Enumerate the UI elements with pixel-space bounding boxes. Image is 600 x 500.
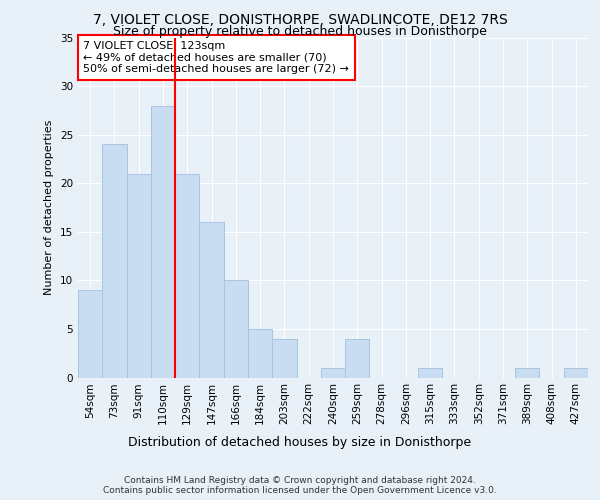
- Bar: [102, 144, 127, 378]
- Bar: [199, 222, 224, 378]
- Bar: [564, 368, 588, 378]
- Bar: [248, 329, 272, 378]
- Bar: [127, 174, 151, 378]
- Text: Size of property relative to detached houses in Donisthorpe: Size of property relative to detached ho…: [113, 25, 487, 38]
- Text: Distribution of detached houses by size in Donisthorpe: Distribution of detached houses by size …: [128, 436, 472, 449]
- Bar: [78, 290, 102, 378]
- Text: 7 VIOLET CLOSE: 123sqm
← 49% of detached houses are smaller (70)
50% of semi-det: 7 VIOLET CLOSE: 123sqm ← 49% of detached…: [83, 41, 349, 74]
- Bar: [272, 338, 296, 378]
- Bar: [321, 368, 345, 378]
- Bar: [515, 368, 539, 378]
- Y-axis label: Number of detached properties: Number of detached properties: [44, 120, 55, 295]
- Bar: [418, 368, 442, 378]
- Text: Contains HM Land Registry data © Crown copyright and database right 2024.
Contai: Contains HM Land Registry data © Crown c…: [103, 476, 497, 495]
- Bar: [345, 338, 370, 378]
- Bar: [175, 174, 199, 378]
- Text: 7, VIOLET CLOSE, DONISTHORPE, SWADLINCOTE, DE12 7RS: 7, VIOLET CLOSE, DONISTHORPE, SWADLINCOT…: [92, 12, 508, 26]
- Bar: [151, 106, 175, 378]
- Bar: [224, 280, 248, 378]
